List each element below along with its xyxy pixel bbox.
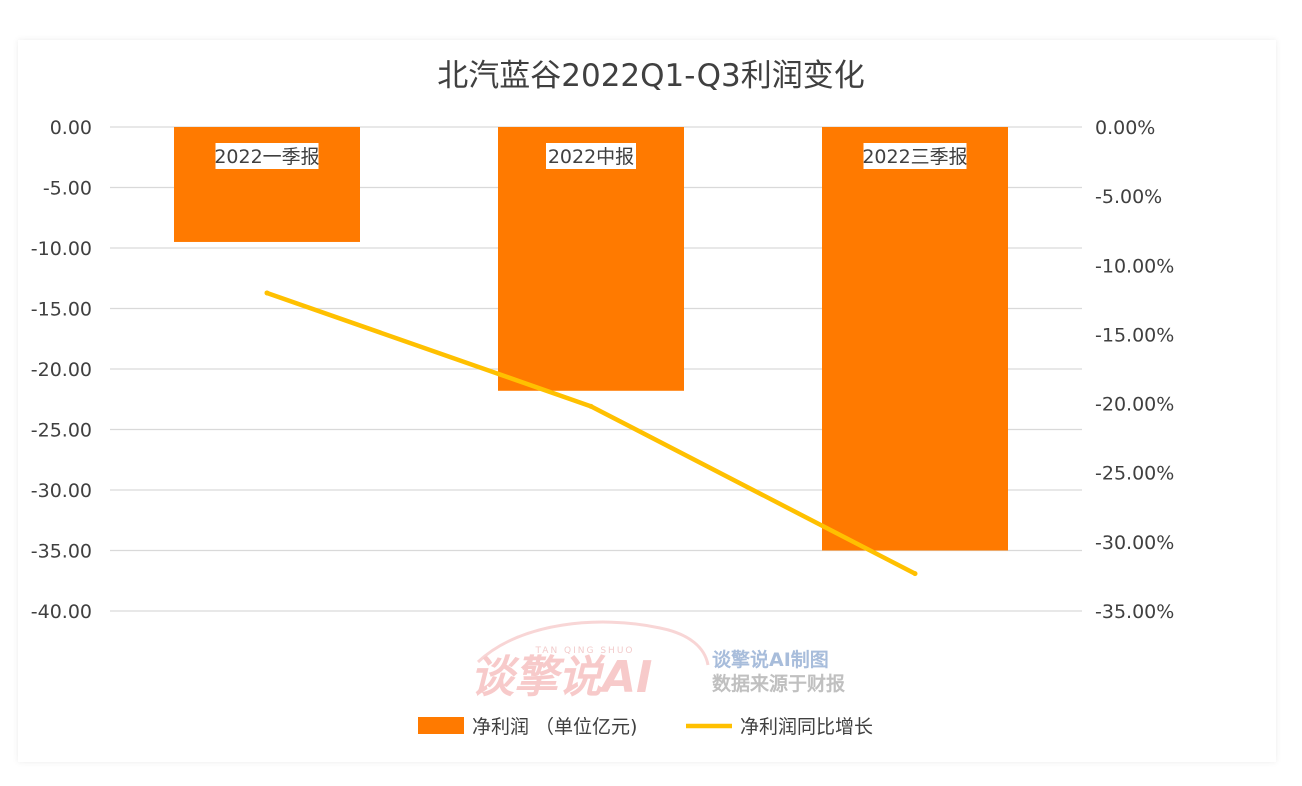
bar xyxy=(498,127,684,391)
y-right-tick-label: -20.00% xyxy=(1095,394,1174,416)
y-left-tick-label: -40.00 xyxy=(31,601,92,623)
y-left-tick-label: -5.00 xyxy=(43,178,92,200)
y-left-tick-label: -10.00 xyxy=(31,238,92,260)
y-right-tick-label: -5.00% xyxy=(1095,186,1162,208)
y-right-tick-label: -15.00% xyxy=(1095,324,1174,346)
bar xyxy=(822,127,1008,551)
y-left-tick-label: -20.00 xyxy=(31,359,92,381)
line-point xyxy=(588,403,594,409)
y-right-tick-label: -30.00% xyxy=(1095,532,1174,554)
y-left-tick-label: -15.00 xyxy=(31,299,92,321)
category-label-bg xyxy=(215,143,319,169)
watermark-logo-text: 谈擎说AI xyxy=(470,652,652,703)
y-right-tick-label: -35.00% xyxy=(1095,601,1174,623)
y-left-tick-label: 0.00 xyxy=(50,117,92,139)
watermark-line2: 数据来源于财报 xyxy=(712,672,845,695)
y-right-tick-label: -10.00% xyxy=(1095,255,1174,277)
category-label-bg xyxy=(546,143,636,169)
legend-label-line: 净利润同比增长 xyxy=(740,716,873,738)
legend-swatch-bar xyxy=(418,717,464,734)
category-label-bg xyxy=(863,143,967,169)
x-tick-label: 2022中报 xyxy=(548,146,634,168)
watermark-line1: 谈擎说AI制图 xyxy=(712,648,829,671)
y-left-tick-label: -30.00 xyxy=(31,480,92,502)
y-left-tick-label: -25.00 xyxy=(31,420,92,442)
y-right-tick-label: 0.00% xyxy=(1095,117,1155,139)
legend-label-bar: 净利润 （单位亿元) xyxy=(472,716,637,738)
y-right-tick-label: -25.00% xyxy=(1095,463,1174,485)
x-tick-label: 2022三季报 xyxy=(862,146,967,168)
line-point xyxy=(264,290,270,296)
chart-card: 北汽蓝谷2022Q1-Q3利润变化 0.00 -5.00 -10.00 -15.00 -2… xyxy=(18,40,1276,762)
chart-title: 北汽蓝谷2022Q1-Q3利润变化 xyxy=(437,58,864,94)
x-tick-label: 2022一季报 xyxy=(214,146,319,168)
watermark-small-text: TAN QING SHUO xyxy=(534,646,634,656)
line-point xyxy=(912,571,918,577)
y-left-tick-label: -35.00 xyxy=(31,541,92,563)
watermark-arc xyxy=(476,620,710,666)
